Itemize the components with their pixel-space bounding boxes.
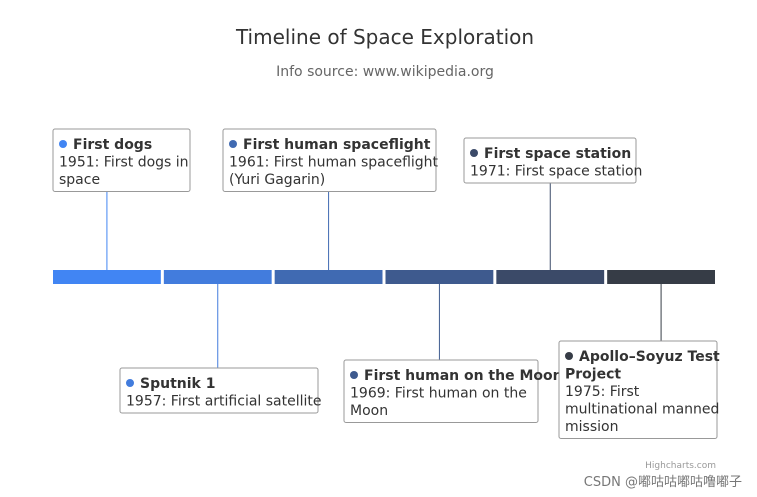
event-description: (Yuri Gagarin) bbox=[229, 172, 325, 188]
label-box bbox=[343, 359, 539, 423]
event-description: 1969: First human on the bbox=[350, 386, 527, 402]
bullet-marker bbox=[470, 149, 478, 157]
timeline-bar bbox=[53, 270, 715, 284]
event-name: Project bbox=[565, 367, 621, 383]
event-description: space bbox=[59, 172, 100, 188]
timeline-segment[interactable] bbox=[274, 270, 383, 284]
chart-subtitle: Info source: www.wikipedia.org bbox=[276, 64, 494, 80]
event-label[interactable]: First human spaceflight 1961: First human… bbox=[222, 128, 439, 192]
watermark-text: CSDN @嘟咕咕嘟咕噜嘟子 bbox=[584, 474, 742, 490]
event-description: 1961: First human spaceflight bbox=[229, 155, 439, 171]
chart-title: Timeline of Space Exploration bbox=[235, 25, 534, 49]
connector-lines bbox=[106, 183, 662, 368]
event-description: multinational manned bbox=[565, 402, 719, 418]
bullet-marker bbox=[229, 140, 237, 148]
event-name: Apollo–Soyuz Test bbox=[579, 349, 720, 365]
bullet-marker bbox=[59, 140, 67, 148]
event-name: First human spaceflight bbox=[243, 137, 431, 153]
event-description: 1971: First space station bbox=[470, 164, 642, 180]
event-description: 1975: First bbox=[565, 384, 640, 400]
event-description: Moon bbox=[350, 403, 388, 419]
label-box bbox=[558, 340, 718, 439]
timeline-segment[interactable] bbox=[607, 270, 715, 284]
event-name: First dogs bbox=[73, 137, 152, 153]
timeline-segment[interactable] bbox=[385, 270, 494, 284]
event-description: mission bbox=[565, 419, 618, 435]
event-name: First space station bbox=[484, 146, 631, 162]
label-box bbox=[463, 137, 637, 184]
event-name: First human on the Moon bbox=[364, 368, 563, 384]
timeline-segment[interactable] bbox=[496, 270, 605, 284]
event-name: Sputnik 1 bbox=[140, 376, 215, 392]
credits-link[interactable]: Highcharts.com bbox=[645, 461, 716, 471]
timeline-segment[interactable] bbox=[53, 270, 161, 284]
event-description: 1957: First artificial satellite bbox=[126, 394, 322, 410]
label-box bbox=[52, 128, 191, 192]
label-box bbox=[119, 367, 319, 414]
bullet-marker bbox=[565, 352, 573, 360]
event-label[interactable]: First human on the Moon 1969: First human… bbox=[343, 359, 563, 423]
label-box bbox=[222, 128, 437, 192]
event-label[interactable]: First space station 1971: First space sta… bbox=[463, 137, 642, 184]
event-description: 1951: First dogs in bbox=[59, 155, 189, 171]
bullet-marker bbox=[350, 371, 358, 379]
timeline-segment[interactable] bbox=[163, 270, 272, 284]
bullet-marker bbox=[126, 379, 134, 387]
event-label[interactable]: Sputnik 1 1957: First artificial satellit… bbox=[119, 367, 322, 414]
